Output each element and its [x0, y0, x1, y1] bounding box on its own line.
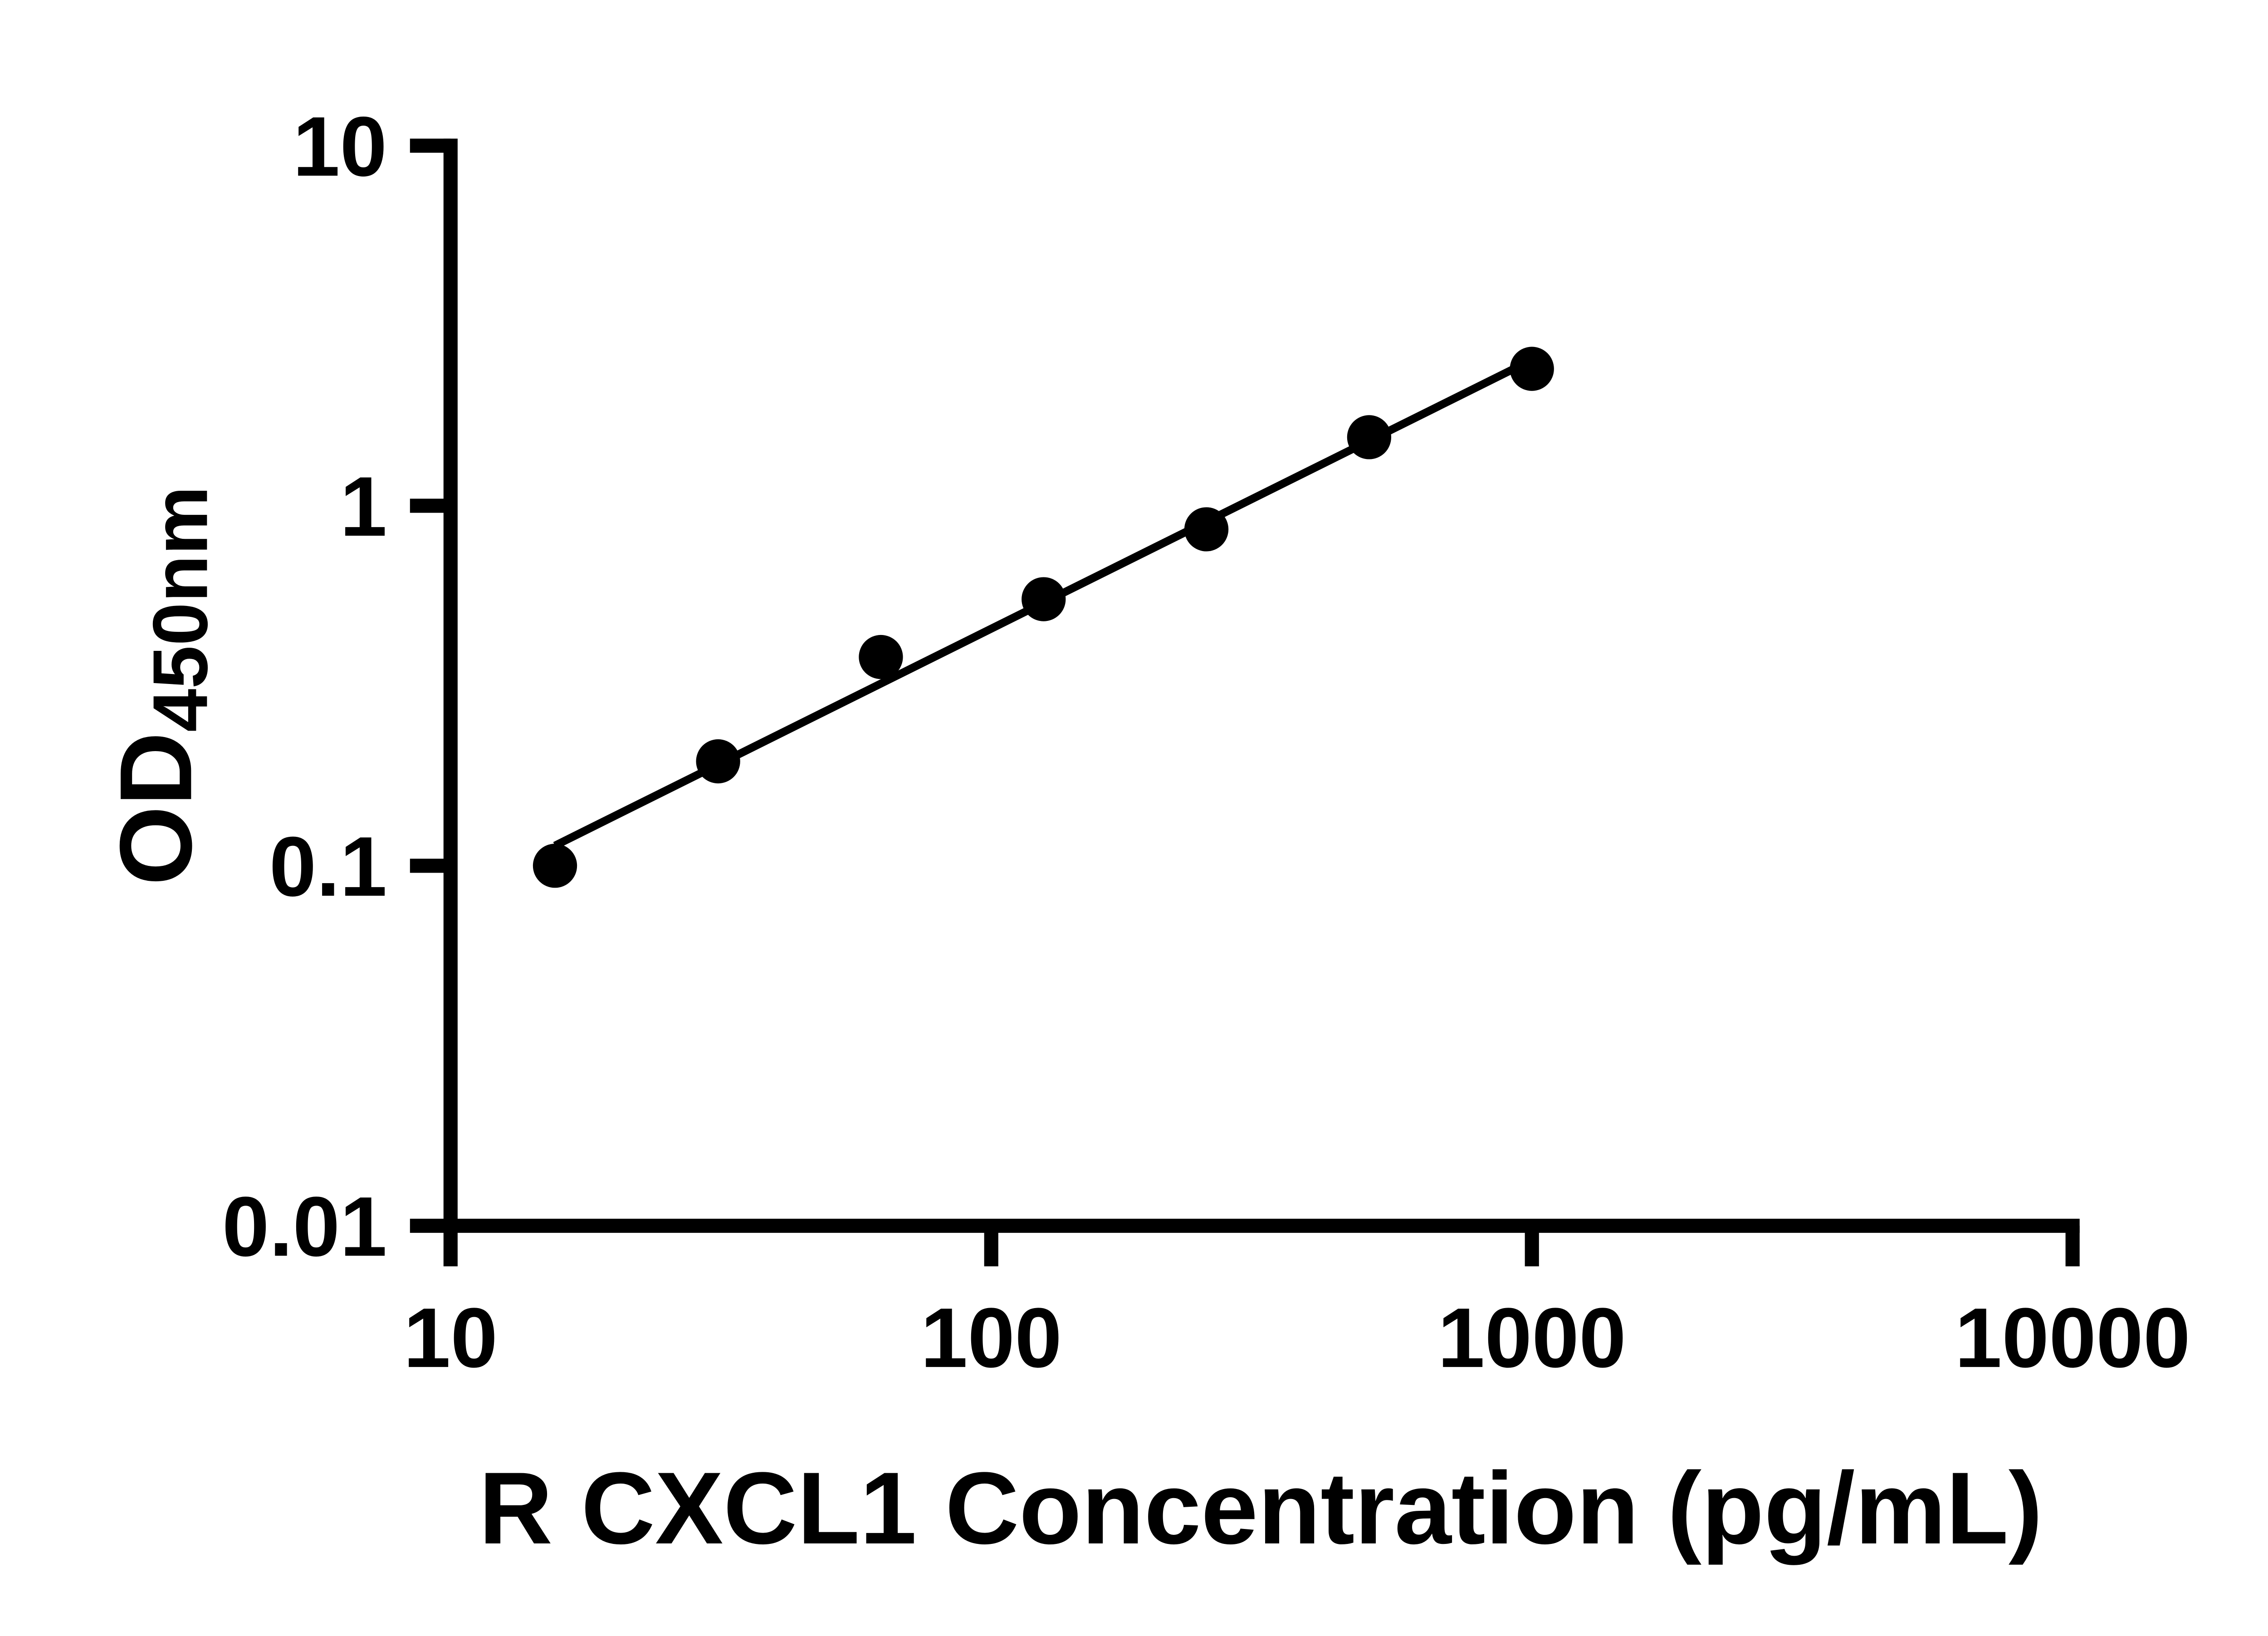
data-point — [1022, 577, 1066, 621]
data-point — [859, 635, 903, 679]
y-axis-tick-label: 0.01 — [222, 1179, 387, 1274]
y-axis-title-main: OD — [98, 732, 213, 886]
y-axis-tick-label: 1 — [340, 459, 387, 554]
y-axis-title-subscript: 450nm — [137, 486, 224, 732]
standard-curve-figure: 0.01 0.1 1 10 10 100 1000 10000 R CXCL1 Concent… — [18, 7, 2268, 1636]
data-point — [1184, 507, 1228, 551]
x-axis-title: R CXCL1 Concentration (pg/mL) — [479, 1451, 2043, 1565]
y-axis-title: OD450nm — [98, 486, 224, 885]
x-axis-tick-label: 100 — [920, 1290, 1062, 1385]
plot-layer: 0.01 0.1 1 10 10 100 1000 10000 — [222, 99, 2190, 1385]
data-point — [696, 739, 740, 783]
data-point — [533, 844, 577, 888]
data-point — [1347, 415, 1391, 459]
axes — [450, 146, 2072, 1226]
x-axis-tick-label: 10 — [403, 1290, 498, 1385]
x-axis-tick-label: 1000 — [1437, 1290, 1626, 1385]
y-axis-tick-label: 0.1 — [269, 819, 387, 914]
standard-curve-plot: 0.01 0.1 1 10 10 100 1000 10000 R CXCL1 Concent… — [18, 7, 2268, 1636]
y-axis-tick-label: 10 — [293, 99, 387, 194]
data-point — [1510, 347, 1554, 391]
x-axis-tick-label: 10000 — [1955, 1290, 2190, 1385]
